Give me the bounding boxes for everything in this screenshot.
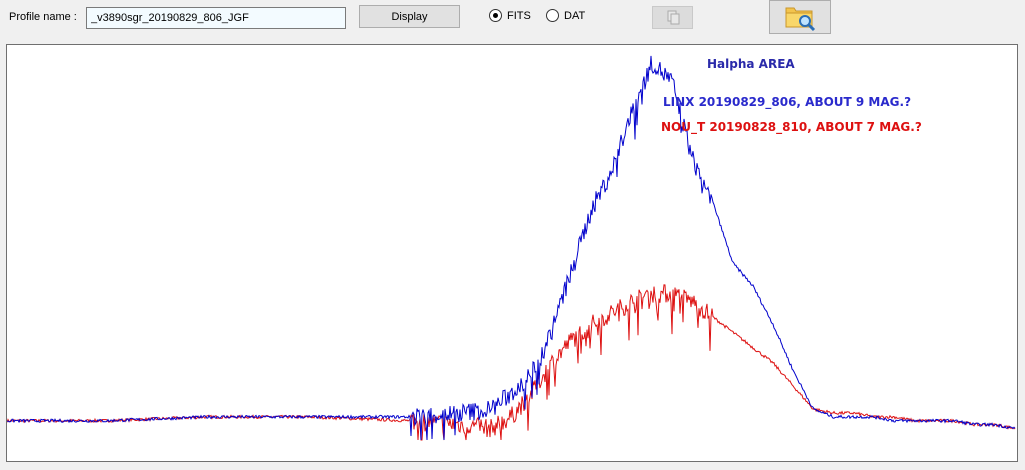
plot-title: Halpha AREA [707,57,795,71]
fits-radio-circle[interactable] [489,9,502,22]
spectrum-chart: Halpha AREA LINX 20190829_806, ABOUT 9 M… [6,55,1016,441]
legend-linx: LINX 20190829_806, ABOUT 9 MAG.? [663,95,911,110]
copy-icon [667,10,680,25]
spectrum-plot[interactable]: Halpha AREA LINX 20190829_806, ABOUT 9 M… [6,44,1018,462]
dat-radio-circle[interactable] [546,9,559,22]
series-line-0 [6,55,1016,441]
profile-name-label: Profile name : [9,11,77,23]
toolbar: Profile name : Display FITS DAT [0,0,1025,40]
profile-name-input[interactable] [86,7,346,29]
dat-radio[interactable]: DAT [546,9,585,22]
dat-radio-label: DAT [564,9,586,22]
display-button[interactable]: Display [359,5,460,28]
open-folder-button[interactable] [769,0,831,34]
series-line-1 [6,284,1016,441]
fits-radio-label: FITS [507,9,531,22]
folder-search-icon [785,7,816,32]
legend-nou-t: NOU_T 20190828_810, ABOUT 7 MAG.? [661,120,922,135]
fits-radio[interactable]: FITS [489,9,531,22]
copy-button[interactable] [652,6,693,29]
